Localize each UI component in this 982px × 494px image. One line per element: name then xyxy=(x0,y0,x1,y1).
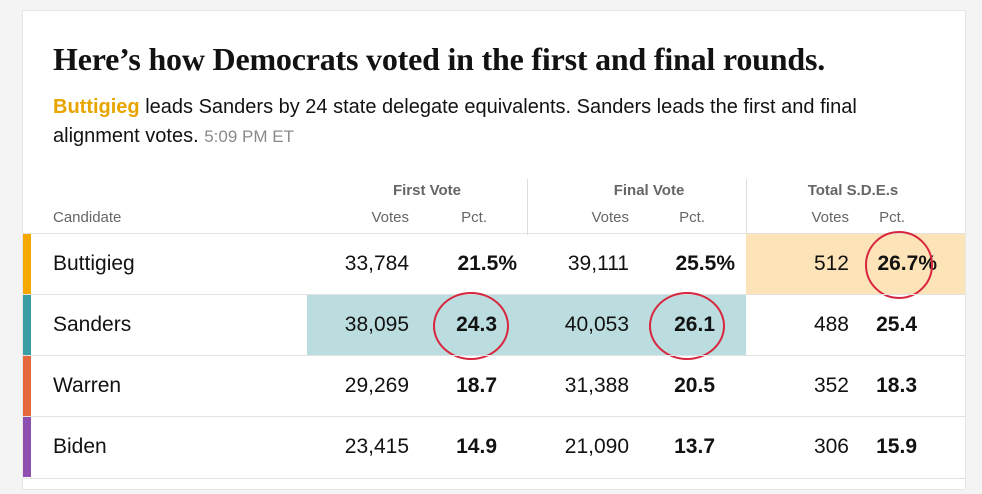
candidate-name: Biden xyxy=(53,435,107,458)
table-row: Biden 23,415 14.9 21,090 13.7 306 15.9 xyxy=(23,416,965,477)
candidate-name: Sanders xyxy=(53,313,132,336)
sde-pct: 15.9 xyxy=(876,435,917,458)
column-divider xyxy=(746,179,747,235)
final-pct-subheader: Pct. xyxy=(679,209,705,226)
table-row: Sanders 38,095 24.3 40,053 26.1 488 25.4 xyxy=(23,292,965,360)
table-row: Warren 29,269 18.7 31,388 20.5 352 18.3 xyxy=(23,355,965,416)
first-pct: 21.5% xyxy=(457,252,517,275)
final-votes: 40,053 xyxy=(564,313,629,336)
first-votes-subheader: Votes xyxy=(371,209,409,226)
first-pct-subheader: Pct. xyxy=(461,209,487,226)
candidate-color-bar xyxy=(23,356,31,416)
final-pct: 25.5% xyxy=(675,252,735,275)
annotation-circle xyxy=(865,231,933,299)
first-votes: 29,269 xyxy=(344,374,409,397)
sde-count: 512 xyxy=(813,252,849,275)
sde-count: 352 xyxy=(813,374,849,397)
final-vote-header: Final Vote xyxy=(613,182,685,199)
sde-pct-subheader: Pct. xyxy=(879,209,905,226)
sde-count: 488 xyxy=(813,313,849,336)
leader-name: Buttigieg xyxy=(53,96,140,118)
candidate-color-bar xyxy=(23,234,31,294)
first-votes: 33,784 xyxy=(344,252,409,275)
candidate-name: Buttigieg xyxy=(53,252,135,275)
candidate-color-bar xyxy=(23,295,31,355)
headline: Here’s how Democrats voted in the first … xyxy=(53,41,825,77)
final-votes-subheader: Votes xyxy=(591,209,629,226)
results-card: Here’s how Democrats voted in the first … xyxy=(22,10,966,490)
column-divider xyxy=(527,179,528,235)
first-votes: 38,095 xyxy=(344,313,409,336)
final-pct: 13.7 xyxy=(674,435,715,458)
final-votes: 39,111 xyxy=(567,252,629,275)
final-pct: 20.5 xyxy=(674,374,715,397)
summary-text: leads Sanders by 24 state delegate equiv… xyxy=(53,96,857,147)
candidate-color-bar xyxy=(23,417,31,477)
sde-pct: 25.4 xyxy=(876,313,917,336)
table-bottom-border xyxy=(23,478,965,479)
sde-votes-subheader: Votes xyxy=(811,209,849,226)
candidate-header: Candidate xyxy=(53,209,122,226)
annotation-circle xyxy=(433,292,509,360)
first-pct: 18.7 xyxy=(456,374,497,397)
table-row: Buttigieg 33,784 21.5% 39,111 25.5% 512 … xyxy=(23,231,965,299)
final-votes: 21,090 xyxy=(564,435,629,458)
first-votes: 23,415 xyxy=(344,435,409,458)
sde-pct: 18.3 xyxy=(876,374,917,397)
first-pct: 14.9 xyxy=(456,435,497,458)
first-vote-header: First Vote xyxy=(392,182,462,199)
timestamp: 5:09 PM ET xyxy=(204,127,294,146)
candidate-name: Warren xyxy=(53,374,122,397)
total-sdes-header: Total S.D.E.s xyxy=(807,182,899,199)
summary: Buttigieg leads Sanders by 24 state dele… xyxy=(53,93,933,151)
sde-count: 306 xyxy=(813,435,849,458)
annotation-circle xyxy=(649,292,725,360)
final-votes: 31,388 xyxy=(564,374,629,397)
